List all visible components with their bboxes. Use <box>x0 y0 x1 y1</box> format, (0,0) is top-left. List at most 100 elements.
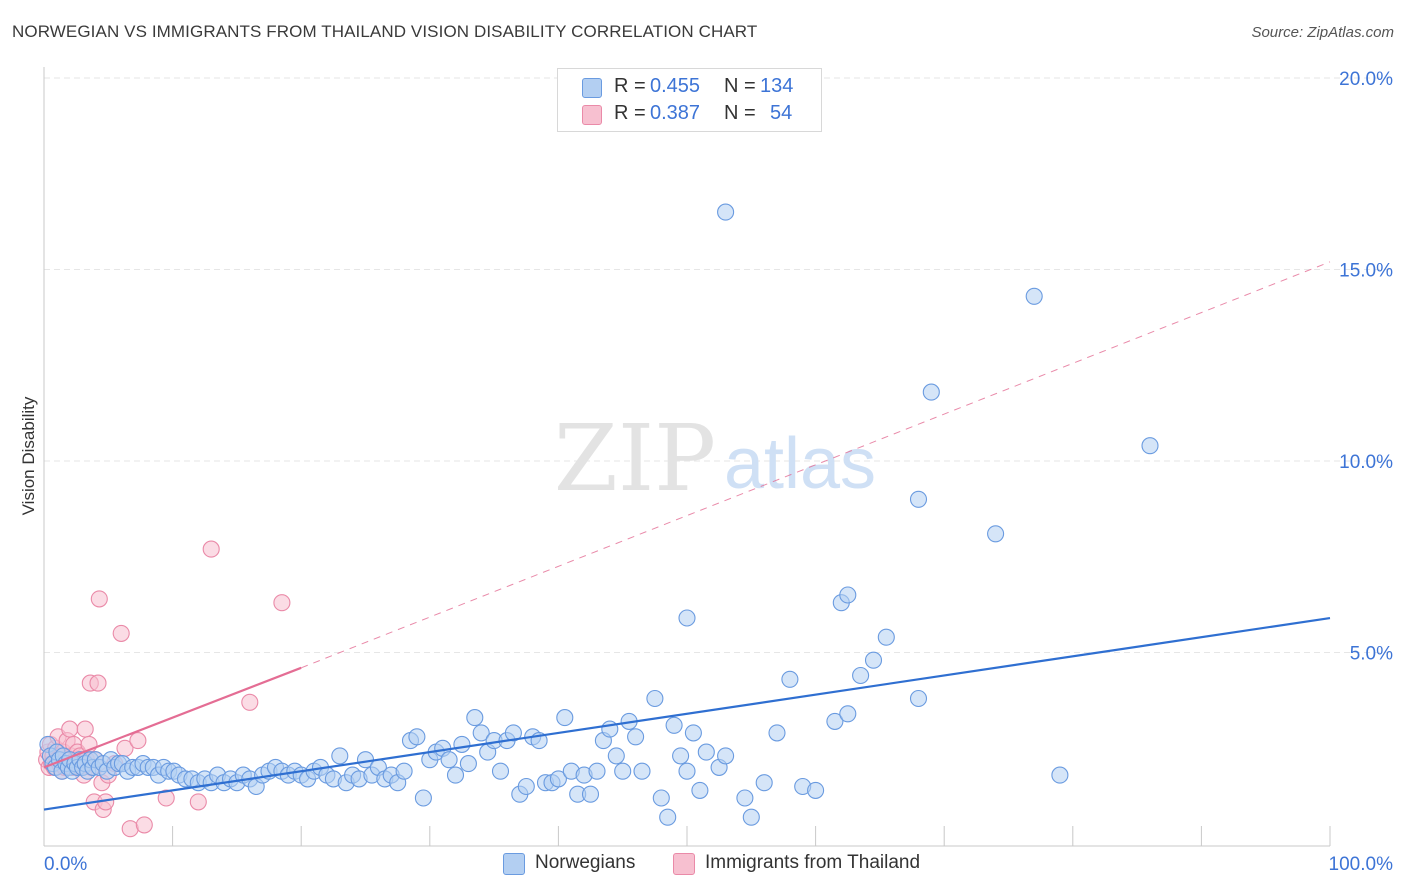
legend-label: Norwegians <box>535 852 636 873</box>
watermark-zip: ZIP <box>554 405 716 512</box>
norwegian-point <box>742 808 760 826</box>
axes <box>43 67 1331 847</box>
legend-row-norwegians: R = 0.455 N = 134 <box>558 75 821 101</box>
legend-n-value: 54 <box>770 102 793 124</box>
norwegian-point <box>768 724 786 742</box>
norwegian-point <box>987 525 1005 543</box>
norwegian-point <box>459 755 477 773</box>
legend-r-label: R = <box>614 75 646 97</box>
norwegian-point <box>807 781 825 799</box>
norwegian-point <box>678 609 696 627</box>
watermark-atlas: atlas <box>724 424 876 504</box>
legend-row-thailand: R = 0.387 N = 54 <box>558 102 821 128</box>
norwegian-point <box>665 716 683 734</box>
norwegian-point <box>607 747 625 765</box>
thailand-point <box>241 693 259 711</box>
norwegian-point <box>909 490 928 508</box>
norwegian-point <box>839 705 857 723</box>
norwegian-point <box>491 762 510 780</box>
thailand-point <box>90 590 108 608</box>
norwegian-point <box>588 762 606 780</box>
thailand-point <box>135 816 153 834</box>
norwegian-point <box>691 781 709 799</box>
norwegian-point <box>736 789 754 807</box>
y-tick-label: 5.0% <box>1350 644 1393 665</box>
norwegian-point <box>697 743 715 761</box>
norwegian-point <box>633 762 651 780</box>
series-norwegians-points <box>39 203 1159 826</box>
thailand-point <box>61 720 79 738</box>
norwegian-point <box>556 709 574 727</box>
norwegian-point <box>659 808 677 826</box>
thailand-point <box>189 793 207 811</box>
legend-stats: R = 0.455 N = 134 R = 0.387 N = 54 <box>557 68 822 132</box>
norwegian-point <box>408 728 426 746</box>
norwegian-point <box>755 774 773 792</box>
trend-line-norwegians <box>43 616 1331 811</box>
tick-labels: 5.0% 10.0% 15.0% 20.0% 0.0% 100.0% <box>44 69 1393 875</box>
legend-series: Norwegians Immigrants from Thailand <box>0 852 1406 878</box>
watermark: ZIP atlas <box>554 405 876 512</box>
grid-lines <box>44 77 1392 653</box>
norwegian-point <box>781 670 799 688</box>
norwegian-point <box>614 762 632 780</box>
source-label: Source: ZipAtlas.com <box>1251 24 1394 41</box>
norwegian-point <box>646 689 664 708</box>
norwegian-point <box>877 628 895 646</box>
norwegian-point <box>504 724 522 742</box>
thailand-point <box>157 789 175 807</box>
norwegian-point <box>652 789 670 807</box>
x-tick-label: 100.0% <box>1329 854 1394 875</box>
legend-n-value: 134 <box>760 75 794 97</box>
norwegian-point <box>864 651 883 669</box>
norwegian-point <box>684 724 702 742</box>
norwegian-point <box>472 724 490 742</box>
norwegian-point <box>678 762 696 780</box>
norwegian-point <box>909 689 928 708</box>
norwegian-point <box>852 666 870 685</box>
legend-r-value: 0.387 <box>650 102 701 124</box>
norwegian-point <box>331 747 349 765</box>
norwegian-point <box>466 709 484 727</box>
norwegian-point <box>1141 437 1159 455</box>
chart-title: NORWEGIAN VS IMMIGRANTS FROM THAILAND VI… <box>12 22 758 41</box>
legend-r-value: 0.455 <box>650 75 701 97</box>
norwegian-point <box>922 383 940 401</box>
norwegian-point <box>1025 287 1043 305</box>
norwegian-point <box>627 728 645 746</box>
thailand-point <box>129 732 147 750</box>
thailand-point <box>112 624 130 642</box>
y-axis-label: Vision Disability <box>19 396 38 515</box>
norwegian-point <box>414 789 432 807</box>
norwegian-point <box>395 762 413 780</box>
legend-swatch-pink <box>673 853 695 875</box>
norwegian-point <box>517 777 535 796</box>
norwegian-point <box>1051 766 1069 784</box>
trend-lines <box>43 261 1331 811</box>
norwegian-point <box>446 766 465 784</box>
norwegian-point <box>839 586 857 604</box>
norwegian-point <box>440 751 458 769</box>
legend-swatch-pink <box>582 105 602 125</box>
thailand-point <box>273 594 291 612</box>
y-tick-label: 15.0% <box>1339 261 1393 282</box>
norwegian-point <box>581 785 600 803</box>
legend-label: Immigrants from Thailand <box>705 852 921 873</box>
thailand-point <box>76 720 94 738</box>
thailand-point <box>121 820 139 838</box>
norwegian-point <box>672 747 690 765</box>
thailand-point <box>89 674 107 692</box>
y-tick-label: 10.0% <box>1339 452 1393 473</box>
trend-line-thailand <box>43 666 302 769</box>
y-tick-label: 20.0% <box>1339 69 1393 90</box>
legend-swatch-blue <box>503 853 525 875</box>
x-tick-label: 0.0% <box>44 854 87 875</box>
thailand-point <box>202 540 220 558</box>
norwegian-point <box>717 203 735 221</box>
norwegian-point <box>453 735 471 753</box>
norwegian-point <box>549 770 567 788</box>
norwegian-point <box>717 747 735 765</box>
legend-swatch-blue <box>582 78 602 98</box>
legend-n-label: N = <box>724 75 756 97</box>
